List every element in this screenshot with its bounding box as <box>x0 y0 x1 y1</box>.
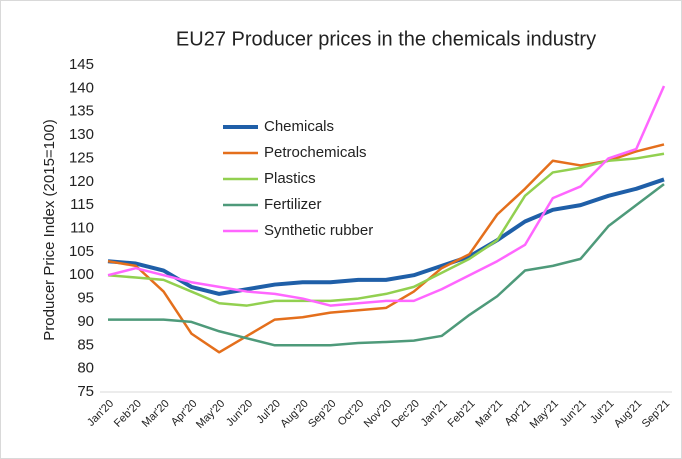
y-tick-label: 75 <box>77 383 94 400</box>
series-line <box>107 177 665 296</box>
series-line <box>107 85 666 307</box>
y-tick-label: 145 <box>69 56 94 73</box>
legend-label: Plastics <box>264 170 316 187</box>
y-tick-label: 120 <box>69 173 94 190</box>
y-tick-label: 130 <box>69 126 94 143</box>
y-tick-label: 115 <box>70 196 94 213</box>
y-tick-label: 90 <box>77 313 94 330</box>
y-tick-label: 140 <box>69 79 94 96</box>
y-tick-label: 125 <box>69 149 94 166</box>
legend-label: Petrochemicals <box>264 144 367 161</box>
chart-title: EU27 Producer prices in the chemicals in… <box>176 28 596 50</box>
y-tick-label: 100 <box>69 266 94 283</box>
legend-label: Synthetic rubber <box>264 222 373 239</box>
legend-label: Chemicals <box>264 118 334 135</box>
y-tick-label: 110 <box>70 219 94 236</box>
y-tick-label: 85 <box>77 336 94 353</box>
y-tick-label: 95 <box>77 290 94 307</box>
y-axis-label: Producer Price Index (2015=100) <box>41 119 58 340</box>
series-line <box>107 152 665 307</box>
y-tick-label: 80 <box>77 360 94 377</box>
legend-label: Fertilizer <box>264 196 322 213</box>
series-line <box>108 183 665 347</box>
y-tick-label: 135 <box>69 103 94 120</box>
y-tick-label: 105 <box>69 243 94 260</box>
series-line <box>107 143 665 354</box>
